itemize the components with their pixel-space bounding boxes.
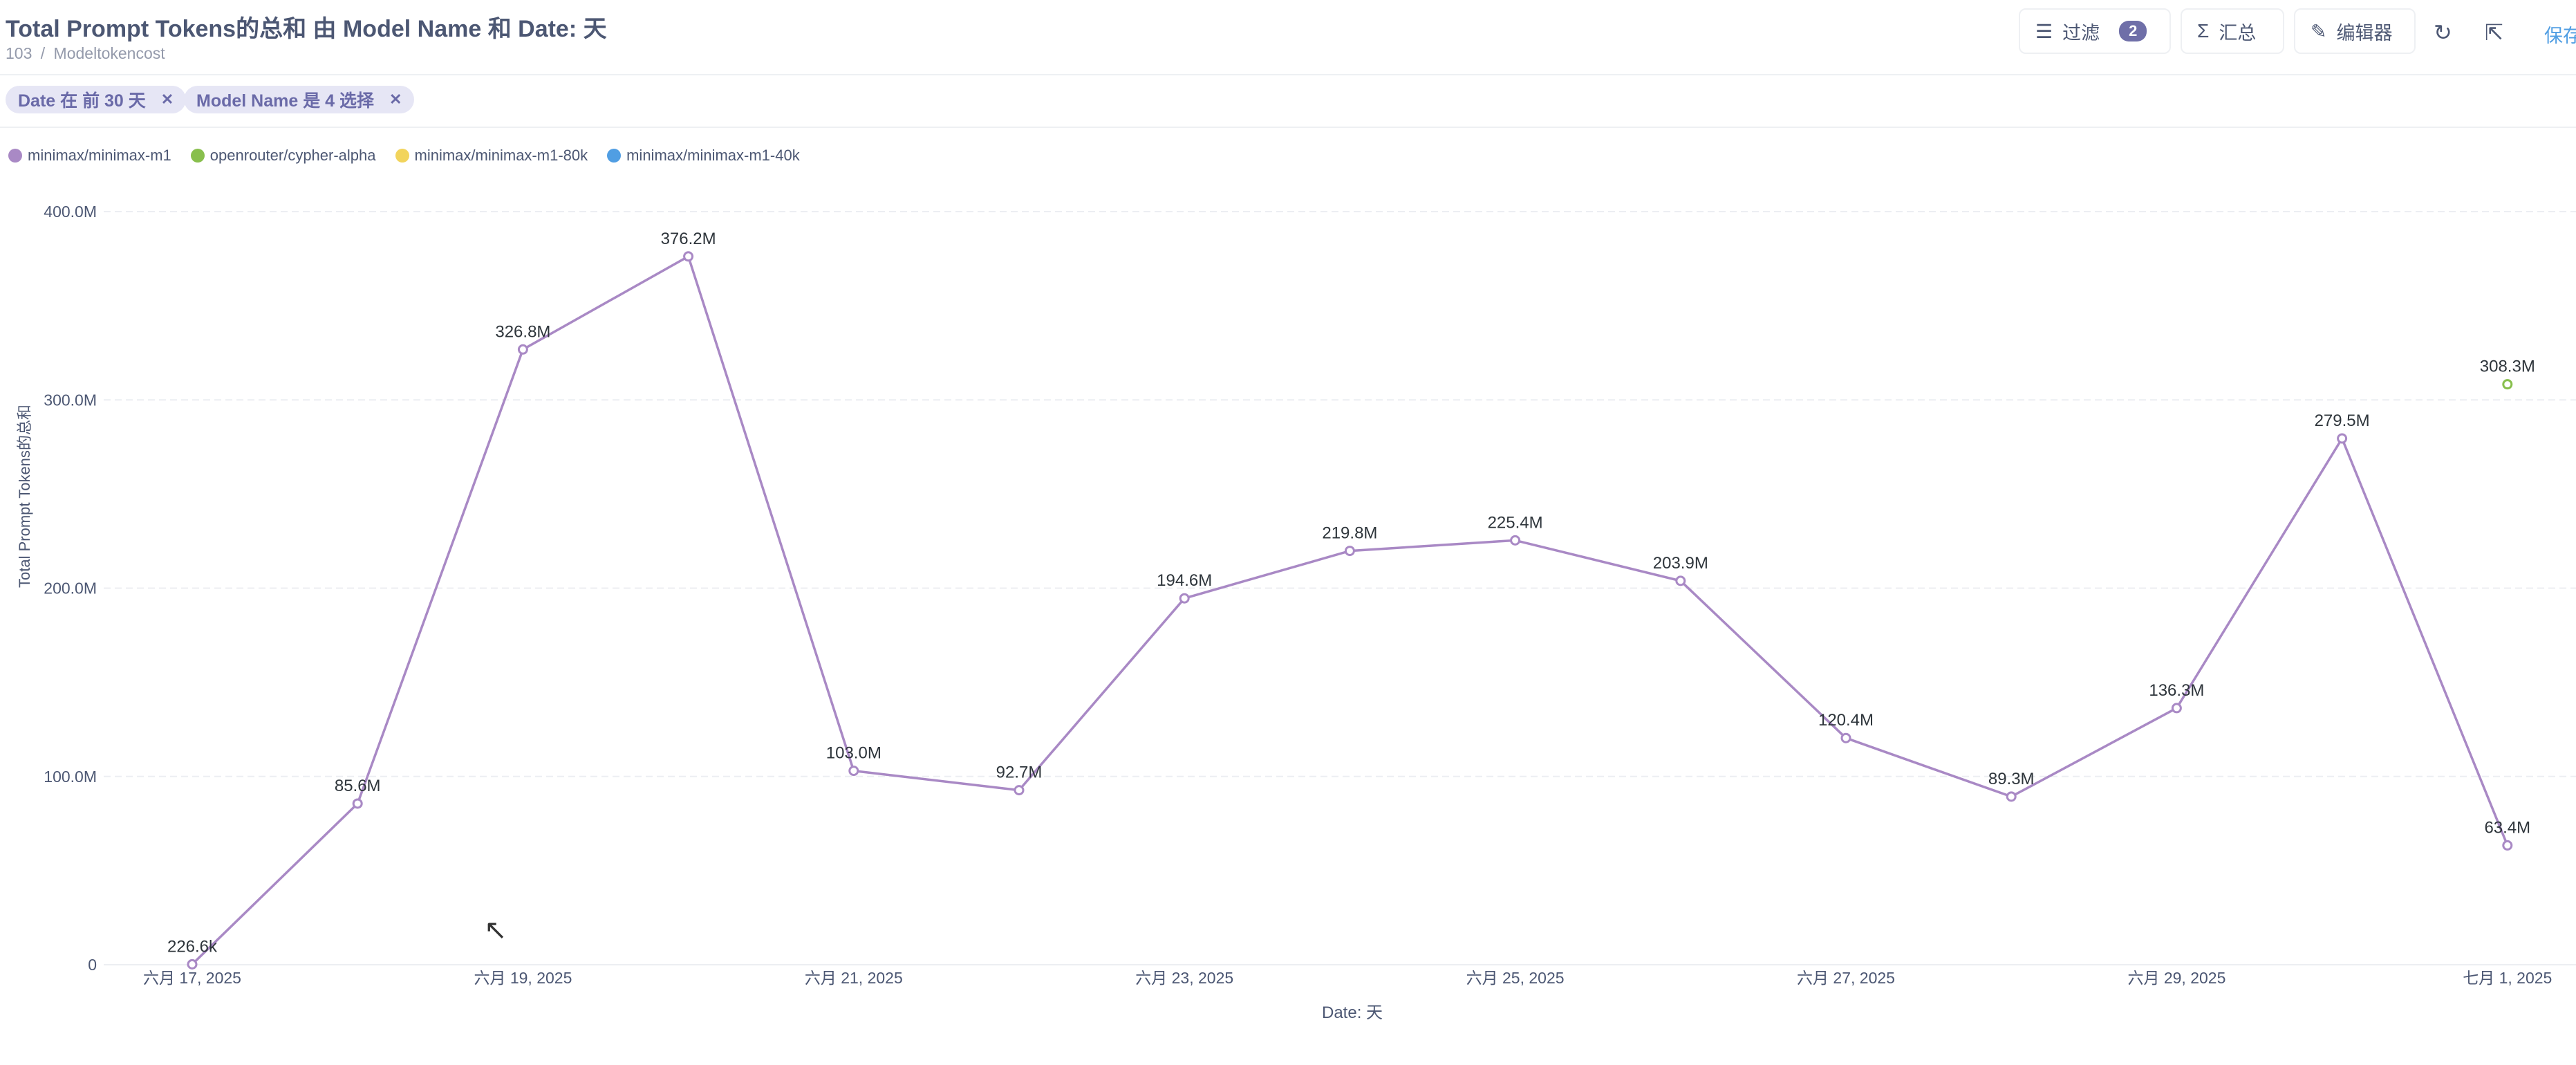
y-tick-label: 300.0M (44, 391, 97, 409)
data-label: 226.6k (167, 937, 218, 956)
data-point (1345, 547, 1354, 555)
x-tick-label: 六月 23, 2025 (1135, 969, 1233, 987)
y-tick-label: 200.0M (44, 580, 97, 598)
data-point (353, 799, 362, 808)
data-label: 194.6M (1157, 571, 1212, 590)
data-label: 63.4M (2484, 818, 2530, 837)
data-point (1180, 594, 1188, 602)
data-point (2007, 793, 2015, 801)
data-point (188, 960, 196, 968)
data-point (2338, 434, 2346, 443)
data-point (1511, 536, 1520, 544)
x-tick-label: 六月 27, 2025 (1797, 969, 1895, 987)
data-point (850, 767, 858, 775)
data-label: 103.0M (826, 744, 881, 763)
mouse-cursor-icon: ↖ (484, 914, 507, 946)
data-point (2503, 380, 2512, 389)
x-tick-label: 六月 17, 2025 (143, 969, 241, 987)
data-label: 308.3M (2480, 358, 2535, 376)
data-label: 92.7M (996, 763, 1043, 782)
data-label: 219.8M (1322, 524, 1377, 543)
data-point (1015, 786, 1023, 795)
data-point (2172, 704, 2181, 712)
data-point (2503, 841, 2512, 849)
data-point (684, 252, 693, 261)
data-label: 85.6M (335, 777, 381, 795)
x-tick-label: 七月 1, 2025 (2463, 969, 2552, 987)
x-tick-label: 六月 19, 2025 (474, 969, 572, 987)
data-point (1677, 577, 1685, 585)
data-label: 225.4M (1488, 513, 1543, 532)
data-label: 89.3M (1988, 770, 2035, 788)
y-tick-label: 100.0M (44, 768, 97, 786)
data-label: 279.5M (2315, 411, 2370, 430)
data-label: 376.2M (661, 230, 716, 248)
data-label: 136.3M (2149, 681, 2204, 700)
y-tick-label: 0 (88, 956, 97, 974)
x-tick-label: 六月 25, 2025 (1466, 969, 1565, 987)
data-label: 203.9M (1653, 554, 1708, 573)
data-label: 120.4M (1818, 711, 1874, 730)
x-tick-label: 六月 21, 2025 (805, 969, 903, 987)
data-point (519, 345, 527, 353)
x-tick-label: 六月 29, 2025 (2127, 969, 2225, 987)
y-tick-label: 400.0M (44, 203, 97, 221)
data-point (1842, 734, 1850, 742)
series-line (192, 257, 2508, 965)
data-label: 326.8M (495, 322, 550, 341)
